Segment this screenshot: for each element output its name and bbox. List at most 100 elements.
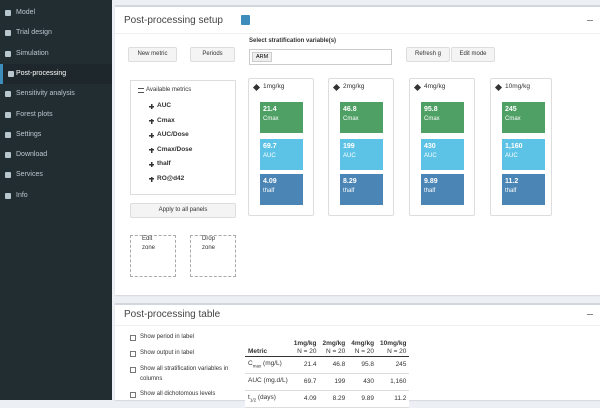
nav-icon <box>5 111 11 118</box>
button[interactable]: Edit mode <box>451 47 495 62</box>
plus-icon <box>149 147 154 153</box>
metric-item[interactable]: AUC <box>157 102 172 109</box>
nav-label: Model <box>16 9 36 16</box>
checkbox[interactable] <box>130 335 136 341</box>
metric-item[interactable]: Cmax/Dose <box>157 145 193 153</box>
tile-label: AUC <box>424 153 437 159</box>
nav-item[interactable]: Model <box>0 3 112 23</box>
nav-item[interactable]: Settings <box>0 125 112 145</box>
strat-label: Select stratification variable(s) <box>249 38 337 44</box>
button[interactable]: New metric <box>128 47 177 62</box>
tile-value: 199 <box>343 143 355 150</box>
value-cell: 69.7 <box>303 378 317 385</box>
header-cell: Metric <box>245 330 291 356</box>
metric-cell: Cmax (mg/L) <box>245 356 291 373</box>
value-cell: 9.89 <box>361 395 375 402</box>
tile-label: Cmax <box>343 116 359 122</box>
list-icon <box>138 88 144 93</box>
nav-icon <box>5 192 11 199</box>
tile-value: 9.89 <box>424 178 438 185</box>
dose-panel: 2mg/kg 46.8 Cmax 199 AUC 8.29 thalf <box>328 78 394 216</box>
nav-icon <box>5 50 11 57</box>
metric-base: t <box>248 394 250 402</box>
plus-icon <box>149 162 154 167</box>
header-name: Metric <box>248 347 268 355</box>
metric-tile[interactable]: 9.89 thalf <box>421 174 464 205</box>
nav-item[interactable]: Post-processing <box>0 63 112 84</box>
available-panel: Available metrics <box>130 80 236 195</box>
checkbox[interactable] <box>130 351 136 357</box>
metric-unit: (mg/L) <box>261 360 282 368</box>
collapse[interactable] <box>587 314 593 315</box>
metric-item[interactable]: Cmax <box>157 116 175 124</box>
nav-item[interactable]: Trial design <box>0 23 112 43</box>
header-cell: 10mg/kg N = 20 <box>377 330 409 356</box>
metric-base: AUC <box>248 377 262 385</box>
tag[interactable]: ARM <box>252 52 273 62</box>
info-icon[interactable] <box>241 15 250 25</box>
divider <box>115 325 600 326</box>
tile-value: 21.4 <box>263 106 277 113</box>
nav-item[interactable]: Forest plots <box>0 105 112 125</box>
button[interactable]: Apply to all panels <box>130 203 236 218</box>
checkbox[interactable] <box>130 367 136 373</box>
tile-value: 4.09 <box>263 178 277 185</box>
tile-value: 69.7 <box>263 143 277 150</box>
value-cell: 4.09 <box>303 395 317 402</box>
nav-item[interactable]: Info <box>0 186 112 206</box>
result-table: Metric 1mg/kg N = 20 2mg/kg N = 20 4mg/kg N = … <box>245 330 410 408</box>
nav-label: Sensitivity analysis <box>16 90 75 98</box>
metric-tile[interactable]: 1,160 AUC <box>502 139 545 170</box>
metric-tile[interactable]: 199 AUC <box>340 139 383 170</box>
box-title: Post-processing table <box>124 309 221 320</box>
metric-tile[interactable]: 8.29 thalf <box>340 174 383 205</box>
plus-icon <box>149 118 154 124</box>
nav-label: Settings <box>16 130 42 138</box>
tile-value: 8.29 <box>343 178 357 185</box>
metric-tile[interactable]: 11.2 thalf <box>502 174 545 205</box>
header-row: Metric 1mg/kg N = 20 2mg/kg N = 20 4mg/kg N = … <box>245 330 410 356</box>
metric-base: C <box>248 360 253 368</box>
tile-label: AUC <box>263 153 276 159</box>
metric-tile[interactable]: 21.4 Cmax <box>260 102 303 133</box>
table-row: Cmax (mg/L) 21.4 46.8 95.8 245 <box>245 356 410 373</box>
metric-unit: (mg.d/L) <box>261 377 288 385</box>
header-cell: 4mg/kg N = 20 <box>348 330 377 356</box>
metric-tile[interactable]: 430 AUC <box>421 139 464 170</box>
value-cell: 8.29 <box>332 395 346 402</box>
nav-label: Post-processing <box>16 69 67 77</box>
panel-title: 4mg/kg <box>424 83 446 90</box>
header-cell: 2mg/kg N = 20 <box>320 330 349 356</box>
nav-icon <box>5 172 11 179</box>
zone-label: Drop zone <box>202 236 216 251</box>
collapse[interactable] <box>587 20 593 21</box>
table-row: AUC (mg.d/L) 69.7 199 430 1,160 <box>245 373 410 390</box>
metric-item[interactable]: thalf <box>157 160 171 167</box>
tile-label: thalf <box>263 188 275 194</box>
value-cell: 245 <box>395 361 407 368</box>
nav-item[interactable]: Download <box>0 145 112 165</box>
tag-icon <box>413 83 422 92</box>
drop-zone[interactable] <box>190 235 236 277</box>
metric-item[interactable]: RO@d42 <box>157 174 185 182</box>
tile-label: Cmax <box>505 116 521 122</box>
metric-tile[interactable]: 69.7 AUC <box>260 139 303 170</box>
metric-tile[interactable]: 95.8 Cmax <box>421 102 464 133</box>
value-cell: 46.8 <box>332 361 346 368</box>
nav-item[interactable]: Sensitivity analysis <box>0 84 112 104</box>
nav-item[interactable]: Simulation <box>0 44 112 64</box>
tile-value: 430 <box>424 143 436 150</box>
button[interactable]: Periods <box>190 47 235 62</box>
edit-zone[interactable] <box>130 235 176 277</box>
value-cell: 11.2 <box>394 395 407 402</box>
strat-select[interactable]: ARM <box>249 49 392 65</box>
nav-item[interactable]: Services <box>0 165 112 185</box>
metric-tile[interactable]: 245 Cmax <box>502 102 545 133</box>
checkbox[interactable] <box>130 392 136 398</box>
nav-icon <box>5 131 11 138</box>
tag-icon <box>332 83 341 92</box>
metric-tile[interactable]: 46.8 Cmax <box>340 102 383 133</box>
button[interactable]: Refresh g <box>406 47 450 62</box>
metric-item[interactable]: AUC/Dose <box>157 131 189 138</box>
metric-tile[interactable]: 4.09 thalf <box>260 174 303 205</box>
